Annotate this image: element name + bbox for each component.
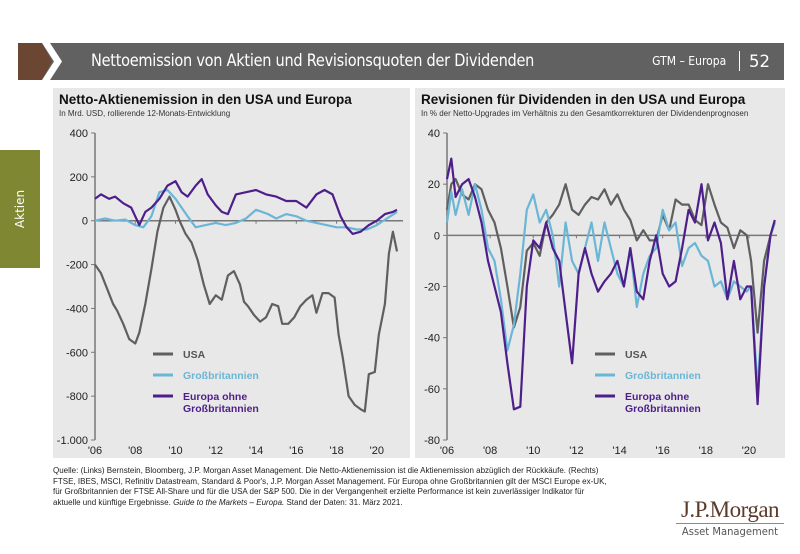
x-tick-label: '12	[209, 445, 223, 457]
legend-label: USA	[183, 349, 206, 361]
source-italic: Guide to the Markets – Europa.	[173, 497, 285, 507]
jpmorgan-logo: J.P.Morgan Asset Management	[676, 498, 784, 538]
source-footnote: Quelle: (Links) Bernstein, Bloomberg, J.…	[53, 466, 613, 508]
dividend-revisions-chart: 40 20 0 -20 -40 -60 -80'06 '08 '10 '12 '14 '16 '18 '2…	[424, 128, 777, 457]
x-tick-label: '06	[88, 445, 102, 457]
source-date: Stand der Daten: 31. März 2021.	[284, 497, 403, 507]
chart-panel-dividend-revisions: Revisionen für Dividenden in den USA und…	[415, 88, 785, 458]
y-tick-label: 200	[70, 172, 88, 184]
y-tick-label: -40	[424, 333, 440, 345]
legend-label: Großbritannien	[625, 403, 701, 415]
y-tick-label: -80	[424, 435, 440, 447]
legend-label: USA	[625, 349, 648, 361]
series-line-usa	[445, 177, 776, 334]
chart-title: Netto-Aktienemission in den USA und Euro…	[59, 92, 352, 107]
chart-title: Revisionen für Dividenden in den USA und…	[421, 92, 746, 107]
y-tick-label: -400	[66, 303, 88, 315]
x-tick-label: '06	[440, 445, 454, 457]
x-tick-label: '10	[526, 445, 540, 457]
chart-panel-net-issuance: Netto-Aktienemission in den USA und Euro…	[53, 88, 410, 458]
x-tick-label: '18	[329, 445, 343, 457]
series-line-usa	[94, 195, 399, 413]
legend-label: Großbritannien	[183, 403, 259, 415]
header-bar	[42, 43, 784, 80]
series-line-europe-ex-uk	[94, 177, 398, 235]
logo-tagline: Asset Management	[681, 526, 779, 538]
y-tick-label: -200	[66, 260, 88, 272]
legend-label: Europa ohne	[625, 391, 689, 403]
net-issuance-chart: 400 200 0 -200 -400 -600 -800 -1.000'06 '08 '10 '1…	[57, 128, 403, 457]
legend-label: Großbritannien	[183, 370, 259, 382]
gtm-label: GTM – Europa	[652, 54, 727, 68]
logo-brand: J.P.Morgan	[680, 497, 780, 522]
x-tick-label: '20	[742, 445, 756, 457]
x-tick-label: '10	[168, 445, 182, 457]
y-tick-label: 400	[70, 128, 88, 140]
page-number: 52	[749, 51, 770, 71]
header-divider	[738, 51, 740, 71]
y-tick-label: 20	[428, 179, 440, 191]
x-tick-label: '08	[483, 445, 497, 457]
legend-label: Europa ohne	[183, 391, 247, 403]
x-tick-label: '16	[656, 445, 670, 457]
x-tick-label: '14	[249, 445, 263, 457]
x-tick-label: '18	[699, 445, 713, 457]
series-line-uk	[94, 188, 398, 231]
x-tick-label: '12	[569, 445, 583, 457]
page-title: Nettoemission von Aktien und Revisionsqu…	[91, 51, 535, 70]
chart-subtitle: In Mrd. USD, rollierende 12-Monats-Entwi…	[59, 109, 231, 118]
logo-divider	[676, 523, 784, 524]
section-tab-aktien[interactable]: Aktien	[0, 150, 40, 268]
y-tick-label: -600	[66, 347, 88, 359]
series-line-uk	[445, 183, 776, 390]
x-tick-label: '16	[289, 445, 303, 457]
source-text: Quelle: (Links) Bernstein, Bloomberg, J.…	[53, 466, 607, 507]
legend-label: Großbritannien	[625, 370, 701, 382]
x-tick-label: '14	[612, 445, 626, 457]
y-tick-label: -1.000	[57, 435, 88, 447]
series-line-europe-ex-uk	[445, 157, 776, 411]
chart-subtitle: In % der Netto-Upgrades im Verhältnis zu…	[421, 109, 749, 118]
x-tick-label: '20	[370, 445, 384, 457]
y-tick-label: -800	[66, 391, 88, 403]
header-meta: GTM – Europa 52	[648, 51, 770, 71]
x-tick-label: '08	[128, 445, 142, 457]
y-tick-label: -60	[424, 384, 440, 396]
y-tick-label: 0	[82, 216, 88, 228]
y-tick-label: -20	[424, 282, 440, 294]
y-tick-label: 0	[434, 230, 440, 242]
y-tick-label: 40	[428, 128, 440, 140]
section-tab-label: Aktien	[13, 189, 27, 229]
